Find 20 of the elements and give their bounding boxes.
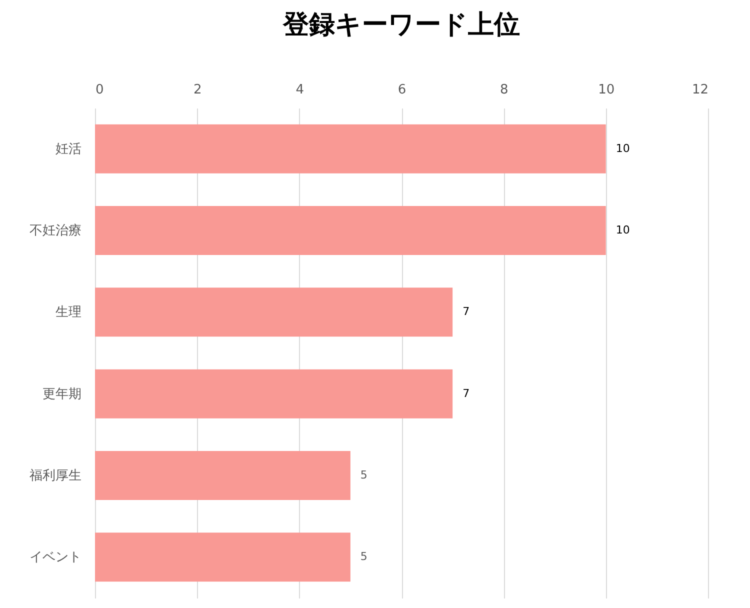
chart-title: 登録キーワード上位 xyxy=(282,10,520,40)
y-tick-label: 生理 xyxy=(56,305,82,320)
x-tick-label: 10 xyxy=(598,82,615,98)
y-tick-label: 更年期 xyxy=(42,386,82,402)
y-tick-label: イベント xyxy=(30,550,82,566)
y-tick-label: 不妊治療 xyxy=(30,224,82,238)
x-tick-label: 8 xyxy=(500,82,508,98)
data-label: 10 xyxy=(616,142,630,155)
data-label: 10 xyxy=(616,224,630,236)
x-tick-label: 12 xyxy=(692,82,708,98)
x-tick-label: 0 xyxy=(96,82,104,98)
data-label: 7 xyxy=(462,386,470,400)
data-label: 7 xyxy=(462,305,470,318)
y-tick-label: 妊活 xyxy=(56,142,82,157)
x-tick-label: 6 xyxy=(398,82,406,98)
data-label: 5 xyxy=(360,468,368,482)
data-label: 5 xyxy=(360,550,368,564)
x-tick-label: 2 xyxy=(194,82,202,98)
y-tick-label: 福利厚生 xyxy=(30,468,82,484)
x-tick-label: 4 xyxy=(296,82,304,98)
